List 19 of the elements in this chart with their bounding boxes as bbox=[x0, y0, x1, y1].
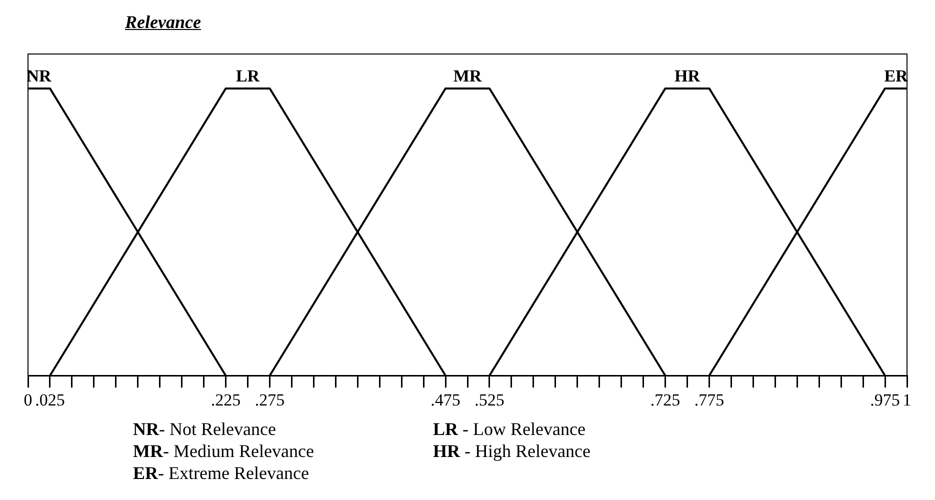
x-tick-label: .975 bbox=[870, 390, 900, 410]
text: LR - Low Relevance bbox=[433, 418, 586, 440]
x-tick-label: .225 bbox=[210, 390, 241, 410]
chart-title: Relevance bbox=[125, 12, 201, 33]
series-label: HR bbox=[674, 66, 701, 86]
x-tick-label: .275 bbox=[254, 390, 285, 410]
x-tick-label: .025 bbox=[35, 390, 65, 410]
x-tick-label: 1 bbox=[902, 390, 912, 410]
x-tick-label: 0 bbox=[24, 390, 32, 410]
series-label: MR bbox=[453, 66, 482, 86]
text: HR - High Relevance bbox=[433, 440, 592, 462]
series-label: LR bbox=[236, 66, 260, 86]
x-tick-label: .525 bbox=[474, 390, 504, 410]
text: ER- Extreme Relevance bbox=[133, 462, 310, 484]
text: MR- Medium Relevance bbox=[133, 440, 315, 462]
x-tick-label: .775 bbox=[694, 390, 724, 410]
text: NR- Not Relevance bbox=[133, 418, 277, 440]
x-tick-label: .725 bbox=[650, 390, 680, 410]
x-tick-label: .475 bbox=[430, 390, 460, 410]
